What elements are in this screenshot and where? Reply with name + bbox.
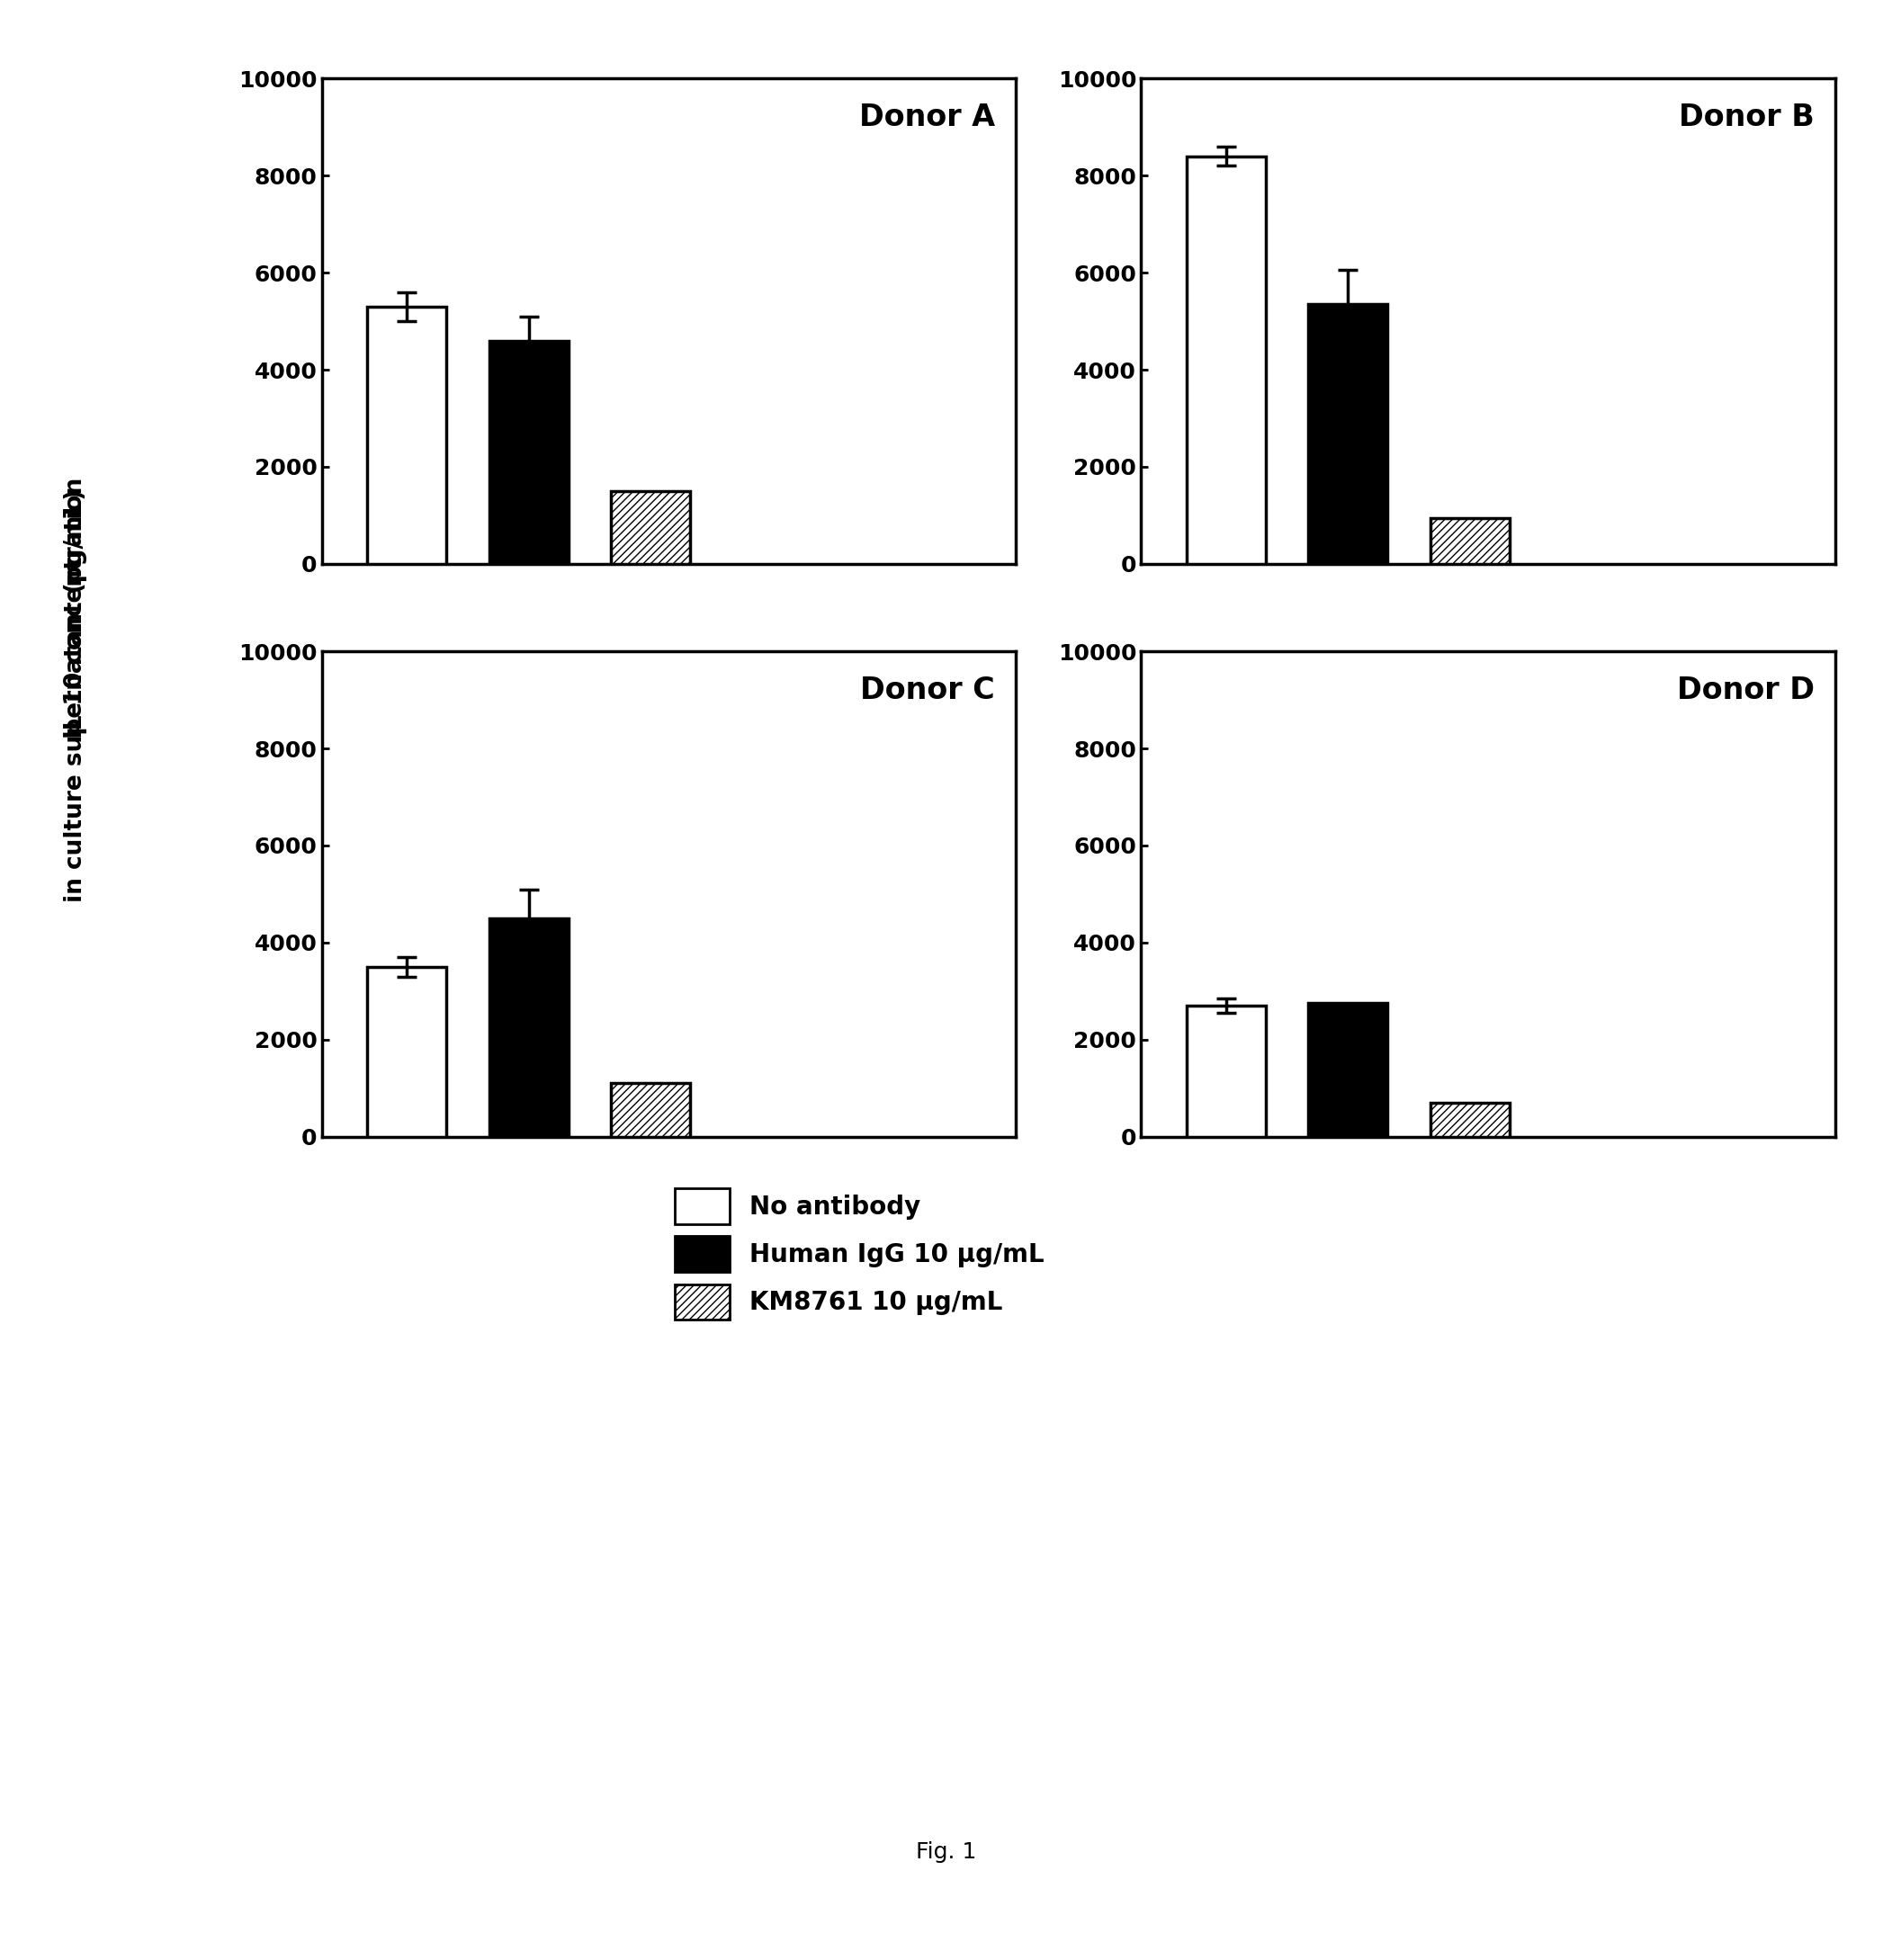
Text: in culture supernatant (pg/mL): in culture supernatant (pg/mL) xyxy=(64,490,87,902)
Text: Donor A: Donor A xyxy=(859,102,995,133)
Text: Donor D: Donor D xyxy=(1676,676,1814,706)
Text: IL-10 concentration: IL-10 concentration xyxy=(64,476,87,739)
Bar xyxy=(1186,157,1266,564)
Bar xyxy=(1430,517,1510,564)
Text: Donor C: Donor C xyxy=(861,676,995,706)
Bar xyxy=(1430,1103,1510,1137)
Legend: No antibody, Human IgG 10 μg/mL, KM8761 10 μg/mL: No antibody, Human IgG 10 μg/mL, KM8761 … xyxy=(675,1188,1044,1319)
Bar xyxy=(1309,304,1387,564)
Text: Donor B: Donor B xyxy=(1678,102,1814,133)
Bar xyxy=(490,919,568,1137)
Bar xyxy=(490,341,568,564)
Bar xyxy=(611,1084,691,1137)
Bar xyxy=(367,966,447,1137)
Bar xyxy=(611,492,691,564)
Bar xyxy=(1186,1005,1266,1137)
Bar xyxy=(367,306,447,564)
Text: Fig. 1: Fig. 1 xyxy=(916,1840,976,1864)
Bar xyxy=(1309,1004,1387,1137)
